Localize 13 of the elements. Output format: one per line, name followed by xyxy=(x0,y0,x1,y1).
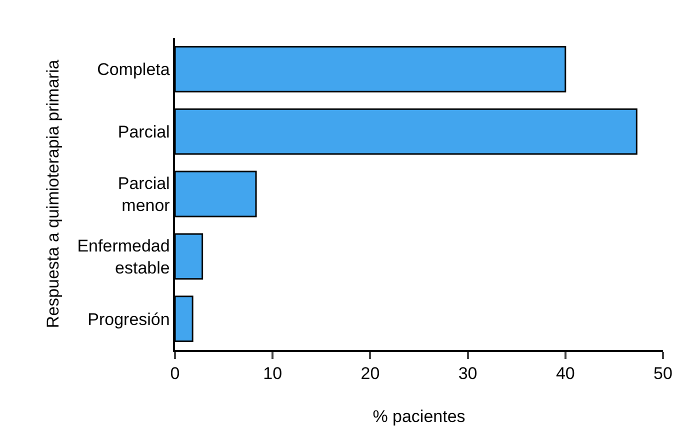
y-tick-label: Enfermedad estable xyxy=(77,236,170,278)
y-tick-label: Parcial xyxy=(118,122,170,142)
x-tick-label: 50 xyxy=(654,364,672,384)
x-tick-label: 20 xyxy=(360,364,380,384)
y-tick-label: Progresión xyxy=(88,310,170,329)
x-tick-label: 40 xyxy=(556,364,575,384)
y-axis-title: Respuesta a quimioterapia primaria xyxy=(43,59,62,328)
y-tick-label: Completa xyxy=(97,60,170,80)
y-tick-label: Parcial menor xyxy=(118,174,170,215)
x-tick-label: 30 xyxy=(458,364,478,384)
x-axis-title: % pacientes xyxy=(372,407,466,426)
x-tick-label: 0 xyxy=(170,364,180,384)
x-tick-label: 10 xyxy=(263,364,282,384)
